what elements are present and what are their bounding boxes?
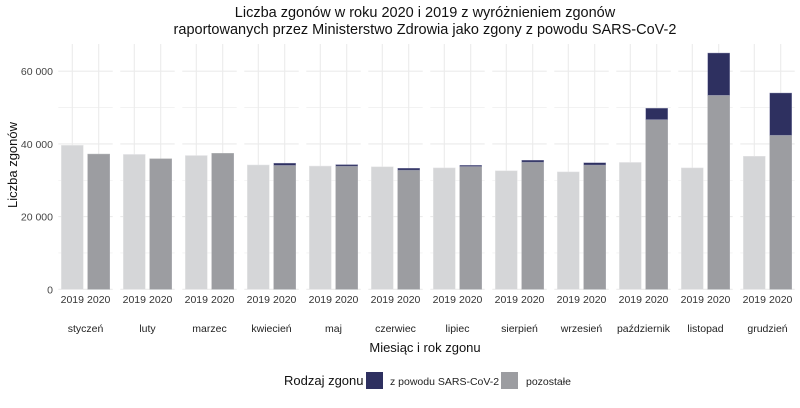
x-axis-label: Miesiąc i rok zgonu: [369, 340, 480, 355]
x-tick-year: 2020: [583, 294, 607, 306]
bar-2019-październik: [619, 162, 642, 290]
x-tick-year: 2019: [681, 294, 705, 306]
bar-2019-grudzień: [743, 156, 766, 290]
bar-2020-pozostale-czerwiec: [397, 169, 420, 290]
x-tick-year: 2020: [397, 294, 421, 306]
legend-label-other: pozostałe: [526, 376, 571, 388]
x-tick-year: 2019: [371, 294, 395, 306]
x-tick-month: marzec: [192, 323, 226, 335]
x-tick-month: sierpień: [501, 323, 538, 335]
bar-2020-covid-sierpień: [521, 160, 544, 163]
bar-2020-covid-listopad: [707, 52, 730, 96]
bar-2020-covid-czerwiec: [397, 168, 420, 171]
x-tick-year: 2019: [61, 294, 85, 306]
bar-2020-pozostale-maj: [335, 165, 358, 290]
x-tick-year: 2019: [247, 294, 271, 306]
x-tick-month: czerwiec: [375, 323, 416, 335]
x-tick-year: 2020: [707, 294, 731, 306]
bar-2020-covid-lipiec: [459, 165, 482, 167]
x-tick-year: 2020: [149, 294, 173, 306]
x-tick-month: styczeń: [68, 323, 104, 335]
x-tick-year: 2020: [87, 294, 111, 306]
bar-2019-sierpień: [495, 170, 518, 290]
x-tick-year: 2019: [433, 294, 457, 306]
x-tick-year: 2020: [459, 294, 483, 306]
y-tick-label: 0: [47, 284, 53, 296]
bar-2020-pozostale-marzec: [211, 153, 234, 290]
x-tick-year: 2020: [335, 294, 359, 306]
bar-2019-styczeń: [61, 145, 84, 290]
x-tick-month: maj: [325, 323, 342, 335]
x-tick-year: 2020: [521, 294, 545, 306]
bar-2020-pozostale-październik: [645, 119, 668, 290]
bar-2019-listopad: [681, 167, 704, 290]
x-tick-year: 2019: [557, 294, 581, 306]
legend: Rodzaj zgonu z powodu SARS-CoV-2 pozosta…: [284, 372, 571, 389]
x-tick-year: 2020: [211, 294, 235, 306]
bar-2020-pozostale-wrzesień: [583, 164, 606, 290]
y-tick-label: 60 000: [21, 66, 53, 78]
x-tick-month: wrzesień: [560, 323, 603, 335]
bar-2020-covid-wrzesień: [583, 162, 606, 166]
x-tick-year: 2019: [309, 294, 333, 306]
x-tick-month: lipiec: [446, 323, 470, 335]
bar-2020-covid-październik: [645, 108, 668, 120]
x-tick-year: 2020: [769, 294, 793, 306]
y-tick-label: 20 000: [21, 212, 53, 224]
y-tick-label: 40 000: [21, 139, 53, 151]
bar-2020-covid-maj: [335, 164, 358, 167]
x-tick-month: październik: [617, 323, 671, 335]
bar-2020-covid-kwiecień: [273, 162, 296, 166]
x-tick-year: 2020: [645, 294, 669, 306]
x-tick-month: listopad: [687, 323, 723, 335]
bar-2020-pozostale-listopad: [707, 94, 730, 290]
bar-2019-marzec: [185, 155, 208, 290]
chart-title-line-2: raportowanych przez Ministerstwo Zdrowia…: [174, 22, 677, 38]
bar-2019-maj: [309, 165, 332, 290]
x-tick-month: luty: [139, 323, 156, 335]
x-tick-year: 2019: [619, 294, 643, 306]
bar-2019-kwiecień: [247, 164, 270, 290]
x-tick-month: grudzień: [747, 323, 787, 335]
x-tick-year: 2019: [185, 294, 209, 306]
bar-2019-luty: [123, 154, 146, 290]
y-axis-label: Liczba zgonów: [5, 121, 20, 208]
x-tick-year: 2019: [495, 294, 519, 306]
x-tick-year: 2020: [273, 294, 297, 306]
bar-2020-pozostale-sierpień: [521, 161, 544, 290]
x-tick-month: kwiecień: [251, 323, 291, 335]
x-tick-year: 2019: [123, 294, 147, 306]
x-tick-year: 2019: [743, 294, 767, 306]
bar-2019-czerwiec: [371, 166, 394, 290]
bar-2020-pozostale-kwiecień: [273, 165, 296, 290]
bar-2020-pozostale-lipiec: [459, 166, 482, 290]
legend-label-covid: z powodu SARS-CoV-2: [390, 376, 499, 388]
legend-title: Rodzaj zgonu: [284, 373, 364, 388]
bar-2020-pozostale-grudzień: [769, 134, 792, 290]
bar-2019-wrzesień: [557, 171, 580, 290]
legend-swatch-covid: [366, 372, 383, 389]
legend-swatch-other: [501, 372, 518, 389]
bar-2020-pozostale-luty: [149, 158, 172, 290]
bar-2020-covid-grudzień: [769, 92, 792, 136]
chart-title-line-1: Liczba zgonów w roku 2020 i 2019 z wyróż…: [235, 5, 616, 21]
bar-2019-lipiec: [433, 167, 456, 290]
bar-2020-pozostale-styczeń: [87, 153, 110, 290]
